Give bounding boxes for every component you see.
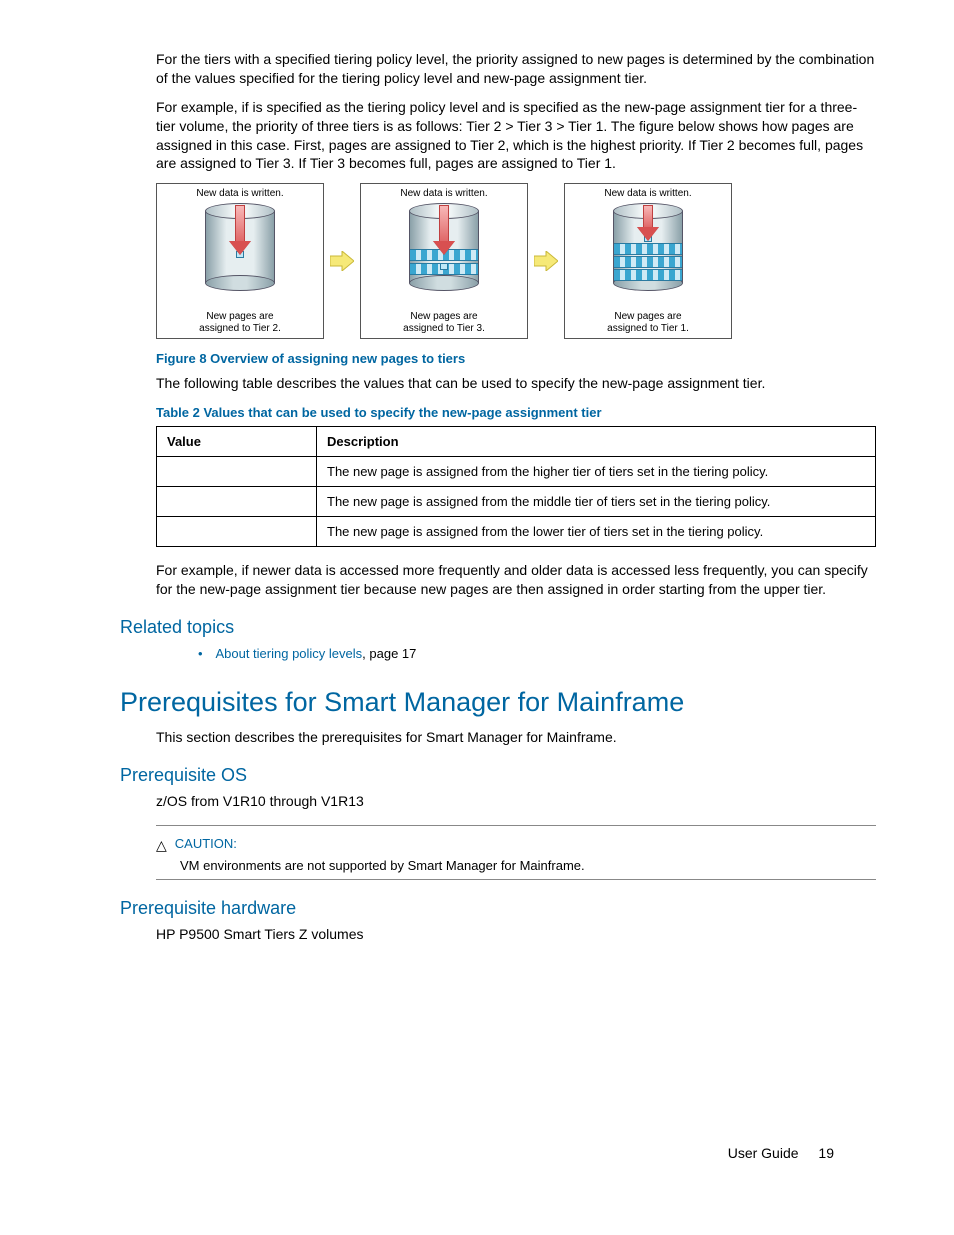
table-cell xyxy=(157,487,317,517)
table-cell xyxy=(157,457,317,487)
related-topic-suffix: , page 17 xyxy=(362,646,416,661)
diagram-top-label: New data is written. xyxy=(604,188,691,199)
diagram-panel-2: New data is written. New pages areassign… xyxy=(360,183,528,339)
figure-caption: Figure 8 Overview of assigning new pages… xyxy=(156,351,876,366)
caution-text: VM environments are not supported by Sma… xyxy=(180,858,876,873)
assignment-tier-table: Value Description The new page is assign… xyxy=(156,426,876,547)
table-cell: The new page is assigned from the middle… xyxy=(317,487,876,517)
table-caption: Table 2 Values that can be used to speci… xyxy=(156,405,876,420)
diagram-bottom-label: New pages areassigned to Tier 2. xyxy=(157,311,323,334)
body-paragraph: For example, if newer data is accessed m… xyxy=(156,561,876,599)
section-heading: Prerequisites for Smart Manager for Main… xyxy=(120,687,876,718)
body-paragraph: HP P9500 Smart Tiers Z volumes xyxy=(156,925,876,944)
diagram-bottom-label: New pages areassigned to Tier 3. xyxy=(361,311,527,334)
related-topics-heading: Related topics xyxy=(120,617,876,638)
caution-block: △ CAUTION: VM environments are not suppo… xyxy=(156,825,876,880)
storage-cylinder-icon xyxy=(205,203,275,291)
related-topics-list: About tiering policy levels, page 17 xyxy=(198,646,876,661)
footer-label: User Guide xyxy=(728,1145,799,1161)
table-cell xyxy=(157,517,317,547)
page-number: 19 xyxy=(818,1145,834,1161)
table-row: The new page is assigned from the lower … xyxy=(157,517,876,547)
storage-cylinder-icon xyxy=(409,203,479,291)
table-header-row: Value Description xyxy=(157,427,876,457)
arrow-down-icon xyxy=(229,205,251,255)
flow-arrow-icon xyxy=(330,250,354,272)
diagram-bottom-label: New pages areassigned to Tier 1. xyxy=(565,311,731,334)
body-paragraph: z/OS from V1R10 through V1R13 xyxy=(156,792,876,811)
flow-arrow-icon xyxy=(534,250,558,272)
body-paragraph: This section describes the prerequisites… xyxy=(156,728,876,747)
diagram-panel-1: New data is written. New pages areassign… xyxy=(156,183,324,339)
body-paragraph: The following table describes the values… xyxy=(156,374,876,393)
page-footer: User Guide 19 xyxy=(728,1145,834,1161)
tier-diagram: New data is written. New pages areassign… xyxy=(156,183,876,339)
table-cell: The new page is assigned from the higher… xyxy=(317,457,876,487)
diagram-top-label: New data is written. xyxy=(400,188,487,199)
list-item: About tiering policy levels, page 17 xyxy=(198,646,876,661)
table-row: The new page is assigned from the middle… xyxy=(157,487,876,517)
table-header: Value xyxy=(157,427,317,457)
caution-label: CAUTION: xyxy=(175,836,237,851)
caution-icon: △ xyxy=(156,838,167,852)
body-paragraph: For the tiers with a specified tiering p… xyxy=(156,50,876,88)
diagram-top-label: New data is written. xyxy=(196,188,283,199)
subsection-heading: Prerequisite OS xyxy=(120,765,876,786)
table-row: The new page is assigned from the higher… xyxy=(157,457,876,487)
related-topic-link[interactable]: About tiering policy levels xyxy=(215,646,362,661)
body-paragraph: For example, if is specified as the tier… xyxy=(156,98,876,174)
table-cell: The new page is assigned from the lower … xyxy=(317,517,876,547)
table-header: Description xyxy=(317,427,876,457)
arrow-down-icon xyxy=(637,205,659,241)
storage-cylinder-icon xyxy=(613,203,683,291)
subsection-heading: Prerequisite hardware xyxy=(120,898,876,919)
arrow-down-icon xyxy=(433,205,455,255)
diagram-panel-3: New data is written. New pages areassign… xyxy=(564,183,732,339)
